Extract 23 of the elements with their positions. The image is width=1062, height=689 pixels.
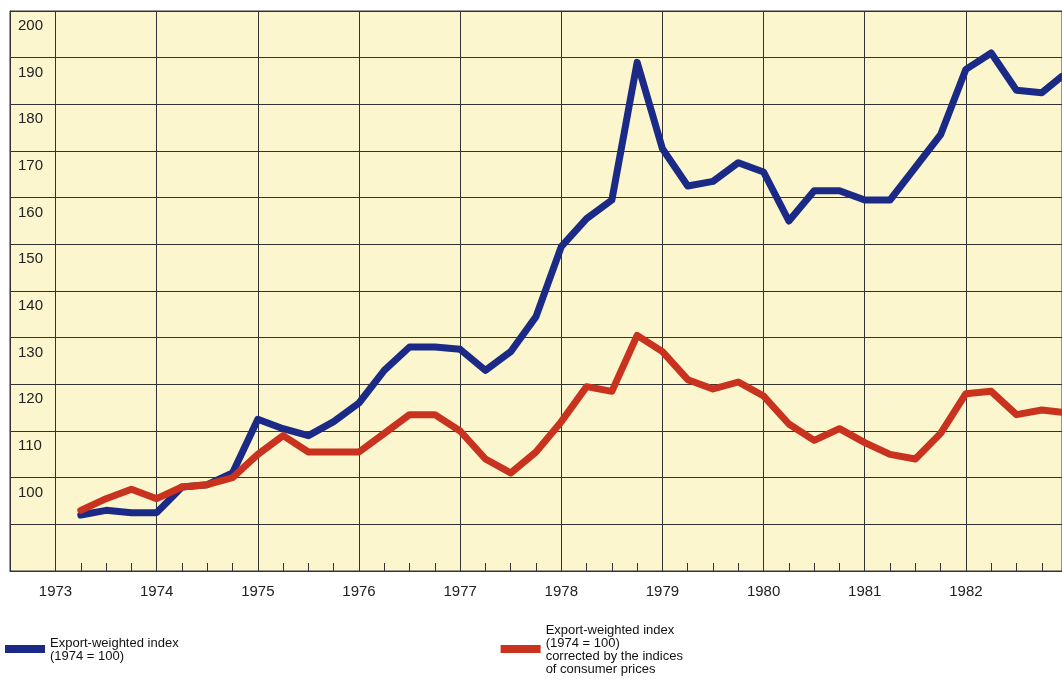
x-tick-label: 1973 — [38, 582, 73, 599]
x-tick-label: 1980 — [746, 582, 781, 599]
y-tick-label: 160 — [18, 202, 44, 220]
x-tick-label: 1982 — [949, 582, 983, 599]
y-tick-label: 180 — [18, 109, 44, 127]
x-tick-label: 1974 — [139, 582, 174, 599]
y-tick-label: 170 — [18, 156, 44, 173]
x-tick-label: 1977 — [443, 582, 477, 599]
y-tick-label: 200 — [18, 16, 44, 33]
y-tick-label: 140 — [18, 296, 44, 313]
legend-label: Export-weighted index (1974 = 100) — [50, 635, 180, 663]
x-tick-label: 1976 — [342, 582, 376, 599]
y-tick-label: 110 — [18, 436, 42, 453]
legend-label: Export-weighted index (1974 = 100) corrected by the indices of consumer prices — [545, 622, 684, 676]
x-tick-label: 1978 — [544, 582, 578, 599]
y-tick-label: 150 — [18, 249, 44, 267]
x-tick-label: 1981 — [848, 582, 882, 599]
y-tick-label: 120 — [18, 389, 44, 407]
y-tick-label: 190 — [18, 62, 44, 80]
y-tick-label: 130 — [18, 342, 44, 360]
x-tick-label: 1979 — [645, 582, 680, 599]
y-tick-label: 100 — [18, 482, 44, 500]
x-tick-label: 1975 — [241, 582, 275, 599]
